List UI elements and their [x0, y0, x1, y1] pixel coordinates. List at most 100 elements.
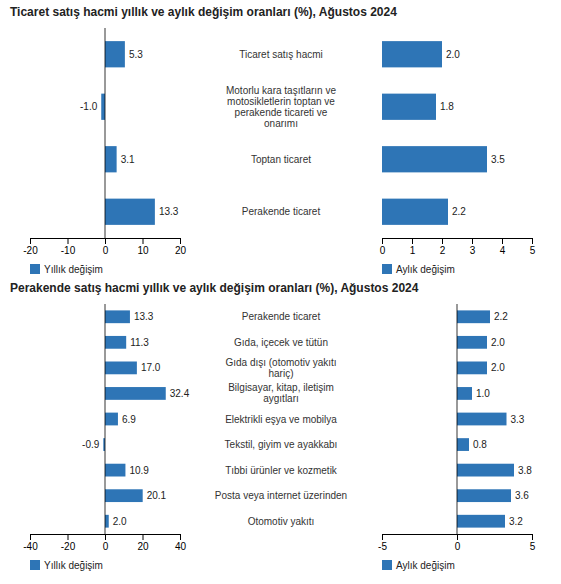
bar — [457, 336, 487, 349]
data-label: 3.8 — [518, 465, 532, 476]
tick-mark — [472, 238, 473, 244]
data-label: 3.1 — [121, 154, 135, 165]
bar — [457, 489, 511, 502]
tick-mark — [68, 534, 69, 540]
bar — [382, 94, 436, 120]
axis-line — [31, 535, 181, 541]
zero-line — [457, 304, 458, 534]
tick-mark — [180, 238, 181, 244]
data-label: -0.9 — [82, 439, 100, 450]
tick-label: 40 — [175, 541, 187, 552]
legend-label: Aylık değişim — [396, 560, 455, 571]
category-label-line: Tıbbi ürünler ve kozmetik — [225, 465, 338, 476]
chart-container: Ticaret satış hacmi yıllık ve aylık deği… — [0, 0, 561, 584]
tick-mark — [382, 238, 383, 244]
bar — [457, 413, 507, 426]
data-label: 1.0 — [476, 388, 490, 399]
category-label-line: Perakende ticaret — [242, 206, 321, 217]
category-label: Elektrikli eşya ve mobilya — [225, 414, 337, 425]
x-axis: -505 — [378, 534, 536, 552]
tick: -10 — [61, 238, 76, 256]
tick-label: 5 — [530, 541, 536, 552]
bar — [105, 41, 125, 67]
category-label: Bilgisayar, kitap, iletişimaygıtları — [228, 382, 334, 404]
category-label-line: Gıda dışı (otomotiv yakıtı — [225, 357, 336, 368]
category-label-line: motosikletlerin toptan ve — [227, 96, 335, 107]
data-label: 1.8 — [440, 101, 454, 112]
x-axis: 012345 — [380, 238, 536, 256]
tick: 0 — [103, 534, 109, 552]
tick: 5 — [530, 238, 536, 256]
bar — [457, 362, 487, 375]
tick-label: 10 — [137, 245, 149, 256]
tick: 3 — [470, 238, 476, 256]
category-label-line: Posta veya internet üzerinden — [215, 490, 347, 501]
bars — [457, 310, 514, 527]
data-label: 3.3 — [511, 414, 525, 425]
tick-label: -40 — [23, 541, 38, 552]
tick-mark — [382, 534, 383, 540]
data-label: 13.3 — [134, 311, 154, 322]
data-label: 32.4 — [170, 388, 190, 399]
tick-mark — [143, 238, 144, 244]
category-label-line: aygıtları — [263, 393, 299, 404]
category-label: Motorlu kara taşıtların vemotosikletleri… — [226, 85, 336, 129]
bar — [105, 489, 143, 502]
legend: Aylık değişim — [382, 560, 455, 571]
title: Perakende satış hacmi yıllık ve aylık de… — [10, 281, 419, 295]
bars — [101, 41, 155, 225]
data-label: 17.0 — [141, 362, 161, 373]
tick-label: 2 — [440, 245, 446, 256]
zero-line — [105, 304, 106, 534]
tick-mark — [532, 534, 533, 540]
tick-mark — [180, 534, 181, 540]
legend: Yıllık değişim — [30, 560, 103, 571]
data-label: 13.3 — [159, 206, 179, 217]
category-label: Perakende ticaret — [242, 311, 321, 322]
bars — [103, 310, 165, 527]
data-label: 3.2 — [509, 516, 523, 527]
bar — [382, 146, 487, 172]
axis-line — [383, 535, 533, 541]
data-label: -1.0 — [80, 101, 98, 112]
category-label-line: Otomotiv yakıtı — [248, 516, 315, 527]
tick-label: -20 — [23, 245, 38, 256]
legend: Aylık değişim — [382, 264, 455, 275]
data-label: 2.0 — [113, 516, 127, 527]
tick-label: 20 — [137, 541, 149, 552]
category-label: Tekstil, giyim ve ayakkabı — [225, 439, 338, 450]
tick-label: 1 — [410, 245, 416, 256]
chart-svg: Ticaret satış hacmi yıllık ve aylık deği… — [0, 0, 561, 584]
tick: 2 — [440, 238, 446, 256]
tick-label: -10 — [61, 245, 76, 256]
bar — [382, 199, 448, 225]
tick-label: 3 — [470, 245, 476, 256]
bar — [105, 515, 109, 528]
data-label: 10.9 — [129, 465, 149, 476]
bar — [457, 310, 490, 323]
tick: 20 — [137, 534, 149, 552]
category-label-line: Motorlu kara taşıtların ve — [226, 85, 336, 96]
tick-label: 0 — [103, 541, 109, 552]
bar — [457, 515, 505, 528]
category-label-line: Tekstil, giyim ve ayakkabı — [225, 439, 338, 450]
legend-swatch — [382, 560, 392, 570]
data-label: 3.5 — [491, 154, 505, 165]
title: Ticaret satış hacmi yıllık ve aylık deği… — [10, 5, 397, 19]
tick: -20 — [23, 238, 38, 256]
category-label-line: Bilgisayar, kitap, iletişim — [228, 382, 334, 393]
legend: Yıllık değişim — [30, 264, 103, 275]
tick-mark — [143, 534, 144, 540]
tick: 0 — [380, 238, 386, 256]
data-label: 2.2 — [452, 206, 466, 217]
data-label: 5.3 — [129, 49, 143, 60]
axis-line — [31, 239, 181, 245]
legend-label: Aylık değişim — [396, 264, 455, 275]
category-label: Ticaret satış hacmi — [239, 49, 323, 60]
legend-swatch — [30, 264, 40, 274]
tick: 40 — [175, 534, 187, 552]
bar — [457, 464, 514, 477]
chart-section: Ticaret satış hacmi yıllık ve aylık deği… — [10, 5, 536, 275]
tick-mark — [105, 238, 106, 244]
tick: 10 — [137, 238, 149, 256]
